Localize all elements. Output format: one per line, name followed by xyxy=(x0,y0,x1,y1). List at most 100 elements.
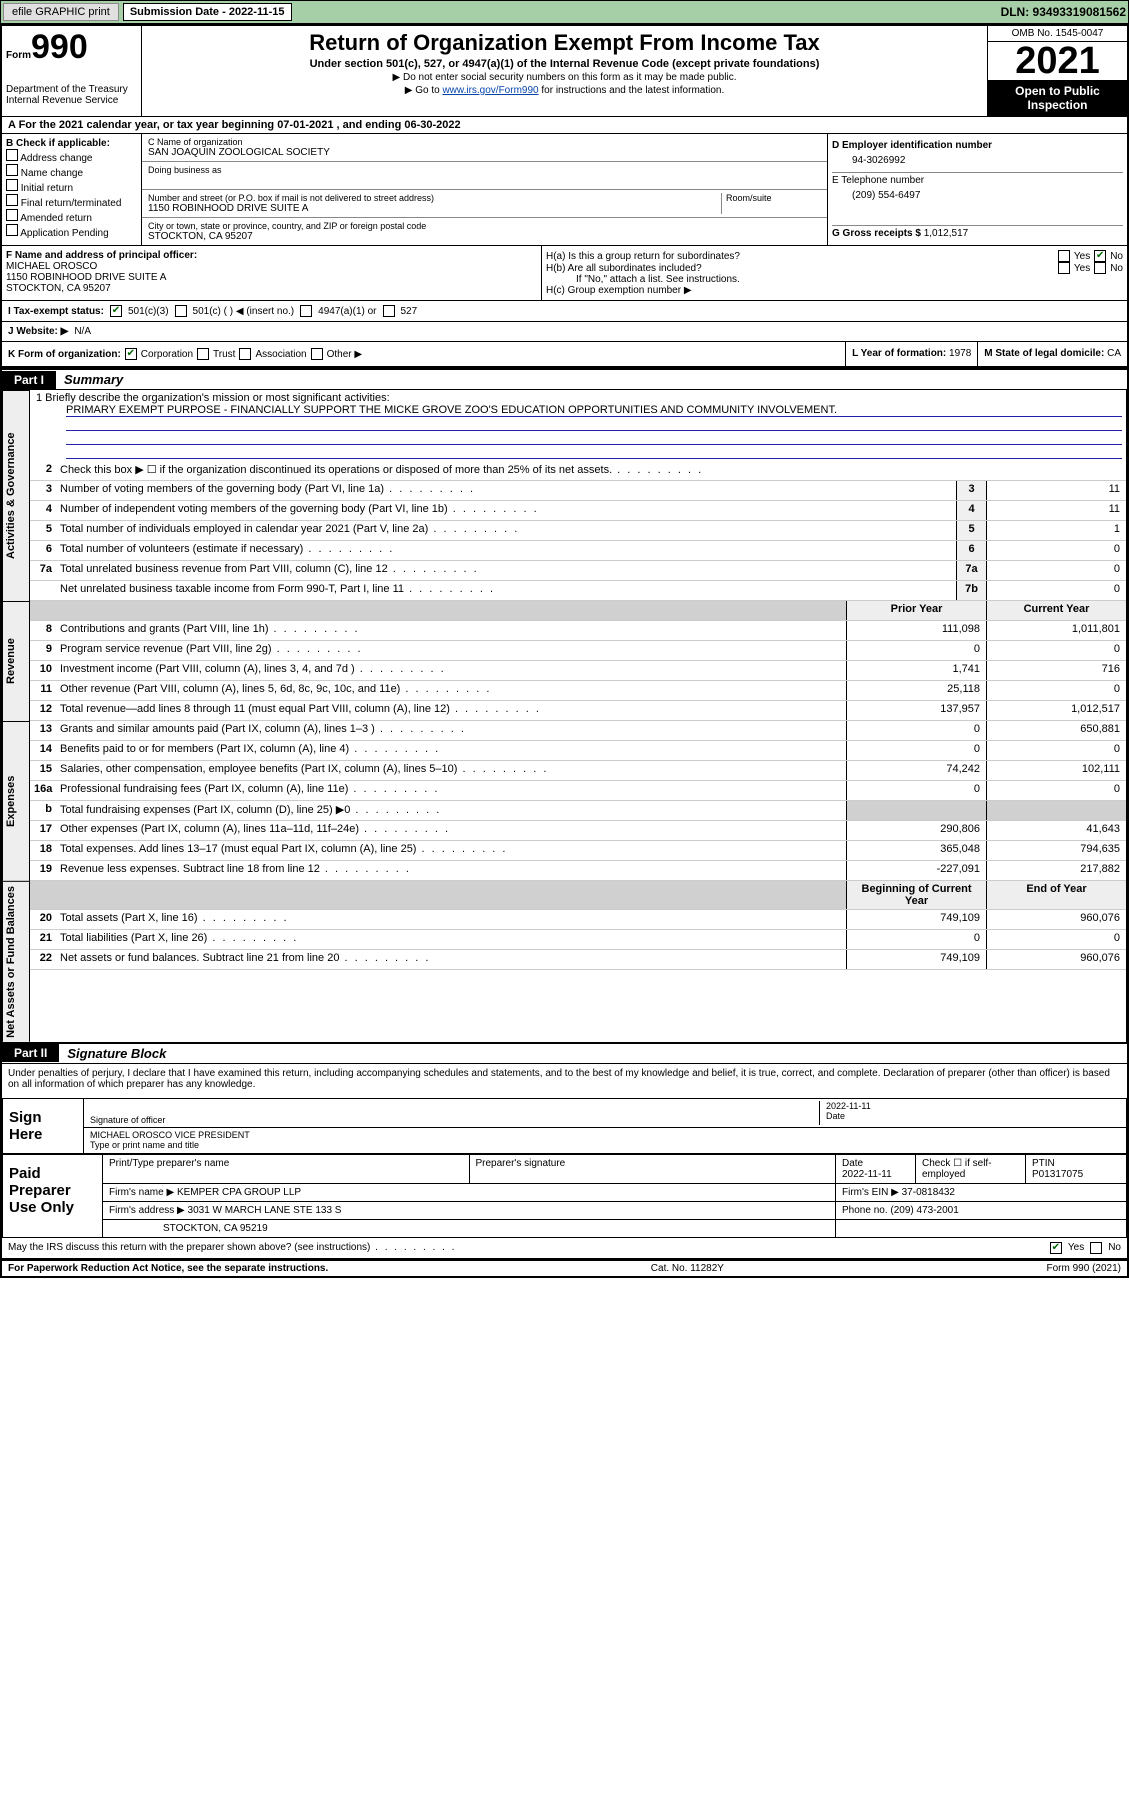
501c3-checkbox[interactable] xyxy=(110,305,122,317)
501c3-label: 501(c)(3) xyxy=(128,306,169,317)
ha-no-checkbox[interactable] xyxy=(1094,250,1106,262)
i-label: I Tax-exempt status: xyxy=(8,306,104,317)
4947-label: 4947(a)(1) or xyxy=(318,306,376,317)
firm-ein: 37-0818432 xyxy=(902,1187,955,1198)
hc-label: H(c) Group exemption number ▶ xyxy=(546,285,1123,296)
dln-label: DLN: 93493319081562 xyxy=(1001,5,1126,19)
summary-line: 14Benefits paid to or for members (Part … xyxy=(30,741,1126,761)
discuss-no-checkbox[interactable] xyxy=(1090,1242,1102,1254)
row-i: I Tax-exempt status: 501(c)(3) 501(c) ( … xyxy=(2,301,1127,322)
summary-line: 10Investment income (Part VIII, column (… xyxy=(30,661,1126,681)
summary-line: 4Number of independent voting members of… xyxy=(30,501,1126,521)
paid-label: Paid Preparer Use Only xyxy=(3,1155,103,1237)
officer-addr1: 1150 ROBINHOOD DRIVE SUITE A xyxy=(6,272,537,283)
section-b-block: B Check if applicable: Address change Na… xyxy=(2,134,1127,246)
note-link: ▶ Go to www.irs.gov/Form990 for instruct… xyxy=(150,85,979,96)
summary-line: 12Total revenue—add lines 8 through 11 (… xyxy=(30,701,1126,721)
firm-phone-label: Phone no. xyxy=(842,1205,888,1216)
b-option[interactable]: Address change xyxy=(6,149,137,164)
summary-line: 13Grants and similar amounts paid (Part … xyxy=(30,721,1126,741)
form-number: 990 xyxy=(31,28,88,66)
hb-no-checkbox[interactable] xyxy=(1094,262,1106,274)
sign-date-label: Date xyxy=(826,1111,1120,1121)
summary-line: 22Net assets or fund balances. Subtract … xyxy=(30,950,1126,970)
other-checkbox[interactable] xyxy=(311,348,323,360)
part2-header: Part II Signature Block xyxy=(2,1042,1127,1064)
e-label: E Telephone number xyxy=(832,175,1123,186)
g-label: G Gross receipts $ xyxy=(832,228,921,239)
vtab-governance: Activities & Governance xyxy=(2,390,30,601)
period-row: A For the 2021 calendar year, or tax yea… xyxy=(2,117,1127,134)
governance-section: Activities & Governance 1 Briefly descri… xyxy=(2,390,1127,601)
part1-label: Summary xyxy=(56,370,131,389)
website-value: N/A xyxy=(74,326,91,337)
firm-ein-label: Firm's EIN ▶ xyxy=(842,1187,899,1198)
section-b-mid: C Name of organization SAN JOAQUIN ZOOLO… xyxy=(142,134,827,245)
b-title: B Check if applicable: xyxy=(6,138,137,149)
summary-line: 19Revenue less expenses. Subtract line 1… xyxy=(30,861,1126,881)
gross-receipts: 1,012,517 xyxy=(924,228,969,239)
vtab-revenue: Revenue xyxy=(2,601,30,721)
corp-label: Corporation xyxy=(141,349,193,360)
form-prefix: Form xyxy=(6,50,31,61)
mission-box: 1 Briefly describe the organization's mi… xyxy=(30,390,1126,461)
prep-sig-hdr: Preparer's signature xyxy=(470,1155,837,1183)
irs-link[interactable]: www.irs.gov/Form990 xyxy=(442,85,538,96)
rev-header-row: Prior Year Current Year xyxy=(30,601,1126,621)
yes-label: Yes xyxy=(1074,251,1090,262)
revenue-section: Revenue Prior Year Current Year 8Contrib… xyxy=(2,601,1127,721)
b-option[interactable]: Name change xyxy=(6,164,137,179)
summary-line: 6Total number of volunteers (estimate if… xyxy=(30,541,1126,561)
note-ssn: ▶ Do not enter social security numbers o… xyxy=(150,72,979,83)
b-option[interactable]: Initial return xyxy=(6,179,137,194)
prep-date-hdr: Date xyxy=(842,1158,863,1169)
section-f: F Name and address of principal officer:… xyxy=(2,246,542,300)
header-center: Return of Organization Exempt From Incom… xyxy=(142,26,987,116)
current-year-label: Current Year xyxy=(986,601,1126,620)
ha-yes-checkbox[interactable] xyxy=(1058,250,1070,262)
addr-label: Number and street (or P.O. box if mail i… xyxy=(148,193,721,203)
officer-addr2: STOCKTON, CA 95207 xyxy=(6,283,537,294)
hb-yes-checkbox[interactable] xyxy=(1058,262,1070,274)
sign-here-block: Sign Here Signature of officer 2022-11-1… xyxy=(2,1098,1127,1154)
netassets-section: Net Assets or Fund Balances Beginning of… xyxy=(2,881,1127,1042)
summary-line: 18Total expenses. Add lines 13–17 (must … xyxy=(30,841,1126,861)
yes-label-2: Yes xyxy=(1074,263,1090,274)
trust-checkbox[interactable] xyxy=(197,348,209,360)
summary-line: Net unrelated business taxable income fr… xyxy=(30,581,1126,601)
b-option[interactable]: Application Pending xyxy=(6,224,137,239)
assoc-checkbox[interactable] xyxy=(239,348,251,360)
vtab-expenses: Expenses xyxy=(2,721,30,881)
summary-line: 15Salaries, other compensation, employee… xyxy=(30,761,1126,781)
form-ref: Form 990 (2021) xyxy=(1047,1263,1121,1274)
part2-label: Signature Block xyxy=(59,1044,174,1063)
firm-addr-label: Firm's address ▶ xyxy=(109,1205,185,1216)
street-address: 1150 ROBINHOOD DRIVE SUITE A xyxy=(148,203,721,214)
phone: (209) 554-6497 xyxy=(832,186,1123,205)
self-emp-hdr: Check ☐ if self-employed xyxy=(916,1155,1026,1183)
j-label: J Website: ▶ xyxy=(8,326,68,337)
part2-tag: Part II xyxy=(2,1044,59,1062)
b-option[interactable]: Amended return xyxy=(6,209,137,224)
discuss-yes-checkbox[interactable] xyxy=(1050,1242,1062,1254)
527-checkbox[interactable] xyxy=(383,305,395,317)
efile-print-button[interactable]: efile GRAPHIC print xyxy=(3,3,119,21)
section-h: H(a) Is this a group return for subordin… xyxy=(542,246,1127,300)
officer-name-label: Type or print name and title xyxy=(90,1140,250,1150)
corp-checkbox[interactable] xyxy=(125,348,137,360)
k-label: K Form of organization: xyxy=(8,349,121,360)
4947-checkbox[interactable] xyxy=(300,305,312,317)
dba-label: Doing business as xyxy=(148,165,821,175)
submission-date: Submission Date - 2022-11-15 xyxy=(123,3,292,21)
top-toolbar: efile GRAPHIC print Submission Date - 20… xyxy=(0,0,1129,24)
discuss-yes-label: Yes xyxy=(1068,1242,1084,1253)
row-j: J Website: ▶ N/A xyxy=(2,322,1127,342)
b-option[interactable]: Final return/terminated xyxy=(6,194,137,209)
pra-notice: For Paperwork Reduction Act Notice, see … xyxy=(8,1263,328,1274)
501c-checkbox[interactable] xyxy=(175,305,187,317)
irs-label: Internal Revenue Service xyxy=(6,95,137,106)
hb-note: If "No," attach a list. See instructions… xyxy=(546,274,1123,285)
firm-name: KEMPER CPA GROUP LLP xyxy=(177,1187,301,1198)
org-name: SAN JOAQUIN ZOOLOGICAL SOCIETY xyxy=(148,147,821,158)
section-b-right: D Employer identification number 94-3026… xyxy=(827,134,1127,245)
